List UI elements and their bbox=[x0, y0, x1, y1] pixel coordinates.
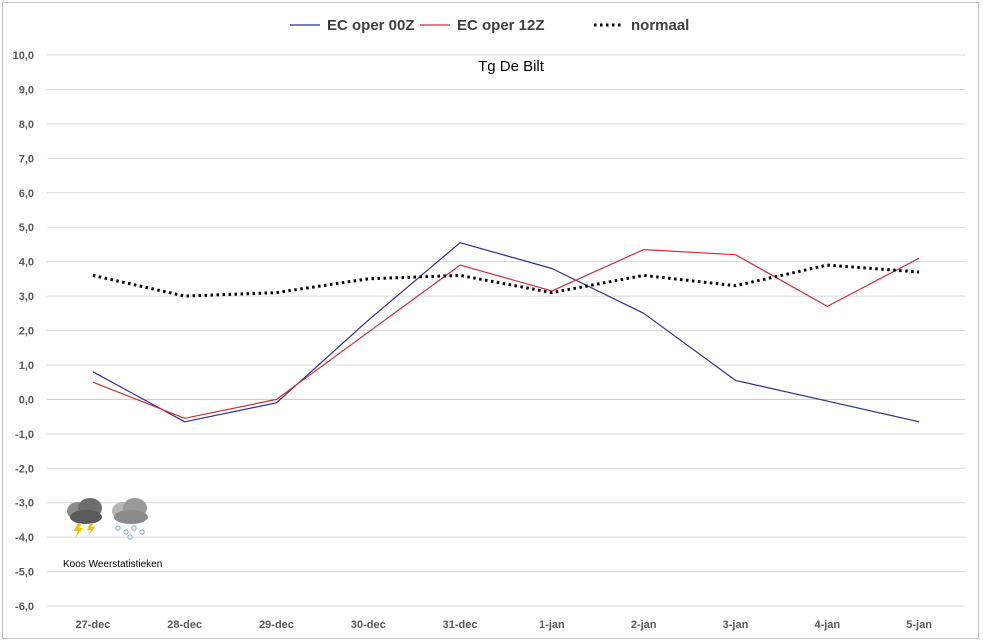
hail-cloud-icon bbox=[112, 498, 148, 540]
chart-title: Tg De Bilt bbox=[478, 58, 545, 75]
series-line-1 bbox=[92, 242, 920, 423]
x-tick-label: 4-jan bbox=[814, 619, 840, 631]
y-tick-label: 7,0 bbox=[19, 153, 34, 165]
y-tick-label: -2,0 bbox=[15, 463, 34, 475]
y-tick-label: 8,0 bbox=[19, 119, 34, 131]
y-tick-label: 6,0 bbox=[19, 188, 34, 200]
y-tick-label: 9,0 bbox=[19, 84, 34, 96]
x-tick-label: 1-jan bbox=[539, 619, 565, 631]
gridlines bbox=[47, 54, 965, 607]
y-tick-label: 3,0 bbox=[19, 291, 34, 303]
y-tick-label: -1,0 bbox=[15, 429, 34, 441]
y-tick-label: 1,0 bbox=[19, 360, 34, 372]
legend-label: EC oper 12Z bbox=[457, 17, 545, 34]
x-tick-label: 30-dec bbox=[351, 619, 386, 631]
x-tick-label: 3-jan bbox=[723, 619, 749, 631]
series-line-2 bbox=[92, 249, 920, 419]
thunderstorm-cloud-icon bbox=[67, 498, 102, 538]
legend-label: normaal bbox=[631, 17, 689, 34]
y-tick-label: -3,0 bbox=[15, 498, 34, 510]
x-tick-label: 2-jan bbox=[631, 619, 657, 631]
y-tick-label: 5,0 bbox=[19, 222, 34, 234]
series-line-3 bbox=[92, 263, 920, 298]
y-tick-label: 10,0 bbox=[13, 50, 34, 62]
credit-text: Koos Weerstatistieken bbox=[63, 559, 162, 570]
x-tick-label: 29-dec bbox=[259, 619, 294, 631]
y-tick-label: 4,0 bbox=[19, 257, 34, 269]
y-tick-label: -6,0 bbox=[15, 601, 34, 613]
x-tick-label: 5-jan bbox=[906, 619, 932, 631]
y-tick-label: -4,0 bbox=[15, 532, 34, 544]
x-tick-label: 31-dec bbox=[443, 619, 478, 631]
x-axis-ticks: 27-dec 28-dec 29-dec 30-dec 31-dec 1-jan 2-jan… bbox=[75, 619, 932, 631]
y-axis-ticks: 10,0 9,0 8,0 7,0 6,0 5,0 4,0 3,0 2,0 1,0 0,0 -1,0 -2… bbox=[13, 50, 34, 613]
x-tick-label: 27-dec bbox=[75, 619, 110, 631]
series-lines bbox=[92, 242, 920, 423]
legend-label: EC oper 00Z bbox=[327, 17, 415, 34]
y-tick-label: -5,0 bbox=[15, 567, 34, 579]
x-tick-label: 28-dec bbox=[167, 619, 202, 631]
y-tick-label: 2,0 bbox=[19, 326, 34, 338]
y-tick-label: 0,0 bbox=[19, 394, 34, 406]
legend: EC oper 00Z EC oper 12Z normaal bbox=[290, 17, 689, 34]
